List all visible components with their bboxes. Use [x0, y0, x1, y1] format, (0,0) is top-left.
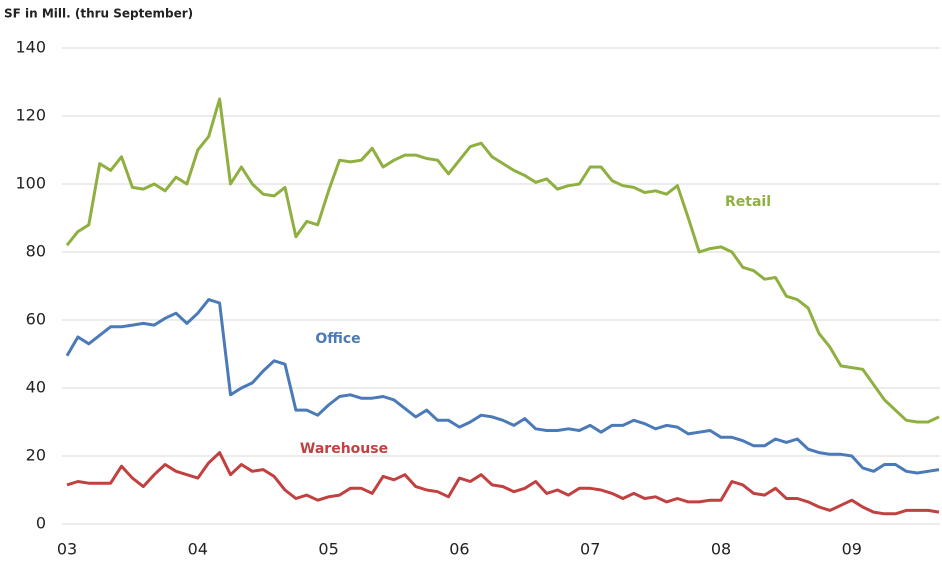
x-tick-label: 09 [842, 540, 862, 559]
y-tick-label: 20 [26, 446, 46, 465]
x-tick-label: 06 [449, 540, 469, 559]
y-tick-label: 120 [15, 106, 46, 125]
x-tick-label: 03 [57, 540, 77, 559]
chart-title: SF in Mill. (thru September) [4, 7, 193, 21]
series-label: Warehouse [300, 441, 388, 457]
x-tick-label: 08 [711, 540, 731, 559]
series-line [66, 451, 940, 516]
y-tick-label: 60 [26, 310, 46, 329]
x-tick-label: 05 [318, 540, 338, 559]
series-label: Office [315, 331, 360, 347]
x-tick-label: 07 [580, 540, 600, 559]
series-line [65, 298, 940, 475]
y-tick-label: 80 [26, 242, 46, 261]
y-tick-label: 100 [15, 174, 46, 193]
y-tick-label: 0 [36, 514, 46, 533]
y-tick-label: 140 [15, 38, 46, 57]
x-tick-label: 04 [188, 540, 208, 559]
series-line [65, 97, 940, 424]
y-tick-label: 40 [26, 378, 46, 397]
series-label: Retail [725, 194, 771, 210]
